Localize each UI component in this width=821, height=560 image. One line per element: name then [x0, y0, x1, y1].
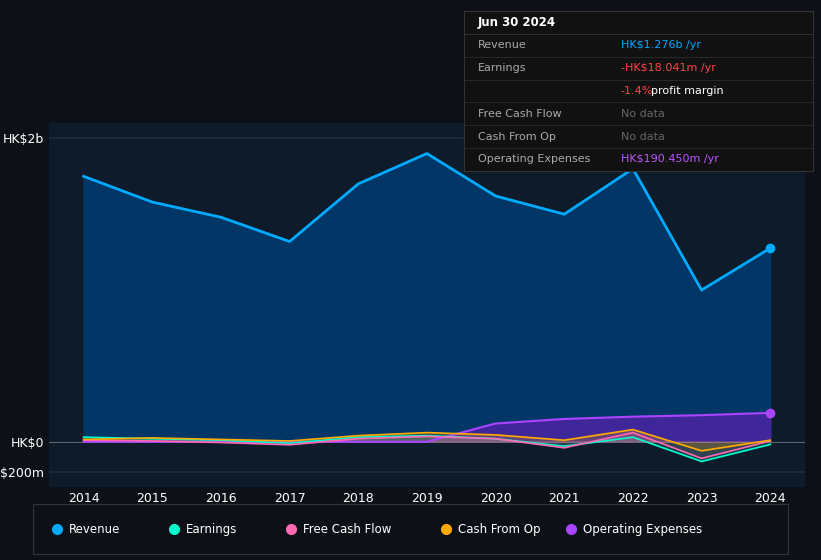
Text: No data: No data	[621, 132, 665, 142]
Text: Operating Expenses: Operating Expenses	[583, 522, 702, 536]
Text: profit margin: profit margin	[650, 86, 723, 96]
Text: Revenue: Revenue	[69, 522, 121, 536]
Text: Free Cash Flow: Free Cash Flow	[478, 109, 562, 119]
Text: Operating Expenses: Operating Expenses	[478, 155, 590, 165]
Text: HK$1.276b /yr: HK$1.276b /yr	[621, 40, 701, 50]
Text: Jun 30 2024: Jun 30 2024	[478, 16, 556, 29]
Text: Revenue: Revenue	[478, 40, 526, 50]
Text: HK$190.450m /yr: HK$190.450m /yr	[621, 155, 718, 165]
Text: -HK$18.041m /yr: -HK$18.041m /yr	[621, 63, 716, 73]
Text: -1.4%: -1.4%	[621, 86, 654, 96]
Text: Earnings: Earnings	[186, 522, 237, 536]
Text: No data: No data	[621, 109, 665, 119]
Text: Free Cash Flow: Free Cash Flow	[303, 522, 392, 536]
Text: Cash From Op: Cash From Op	[458, 522, 540, 536]
Text: Cash From Op: Cash From Op	[478, 132, 556, 142]
Text: Earnings: Earnings	[478, 63, 526, 73]
